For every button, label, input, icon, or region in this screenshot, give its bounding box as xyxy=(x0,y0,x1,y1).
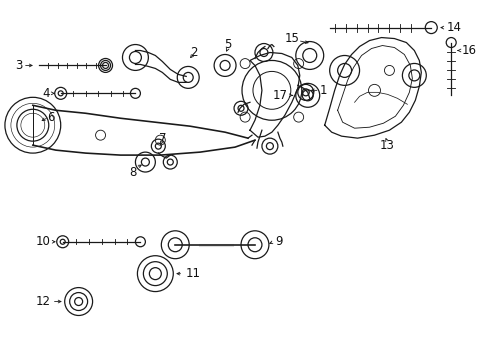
Text: 17: 17 xyxy=(272,89,287,102)
Text: 1: 1 xyxy=(319,84,327,97)
Text: 14: 14 xyxy=(446,21,461,34)
Text: 7: 7 xyxy=(159,132,166,145)
Text: 4: 4 xyxy=(42,87,49,100)
Text: 12: 12 xyxy=(35,295,50,308)
Text: 10: 10 xyxy=(35,235,50,248)
Text: 5: 5 xyxy=(224,38,232,51)
Text: 13: 13 xyxy=(380,139,395,152)
Text: 15: 15 xyxy=(284,32,299,45)
Text: 9: 9 xyxy=(275,235,282,248)
Text: 2: 2 xyxy=(190,46,197,59)
Text: 11: 11 xyxy=(185,267,200,280)
Text: 16: 16 xyxy=(462,44,477,57)
Text: 3: 3 xyxy=(15,59,23,72)
Text: 8: 8 xyxy=(130,166,137,179)
Text: 6: 6 xyxy=(47,111,54,124)
